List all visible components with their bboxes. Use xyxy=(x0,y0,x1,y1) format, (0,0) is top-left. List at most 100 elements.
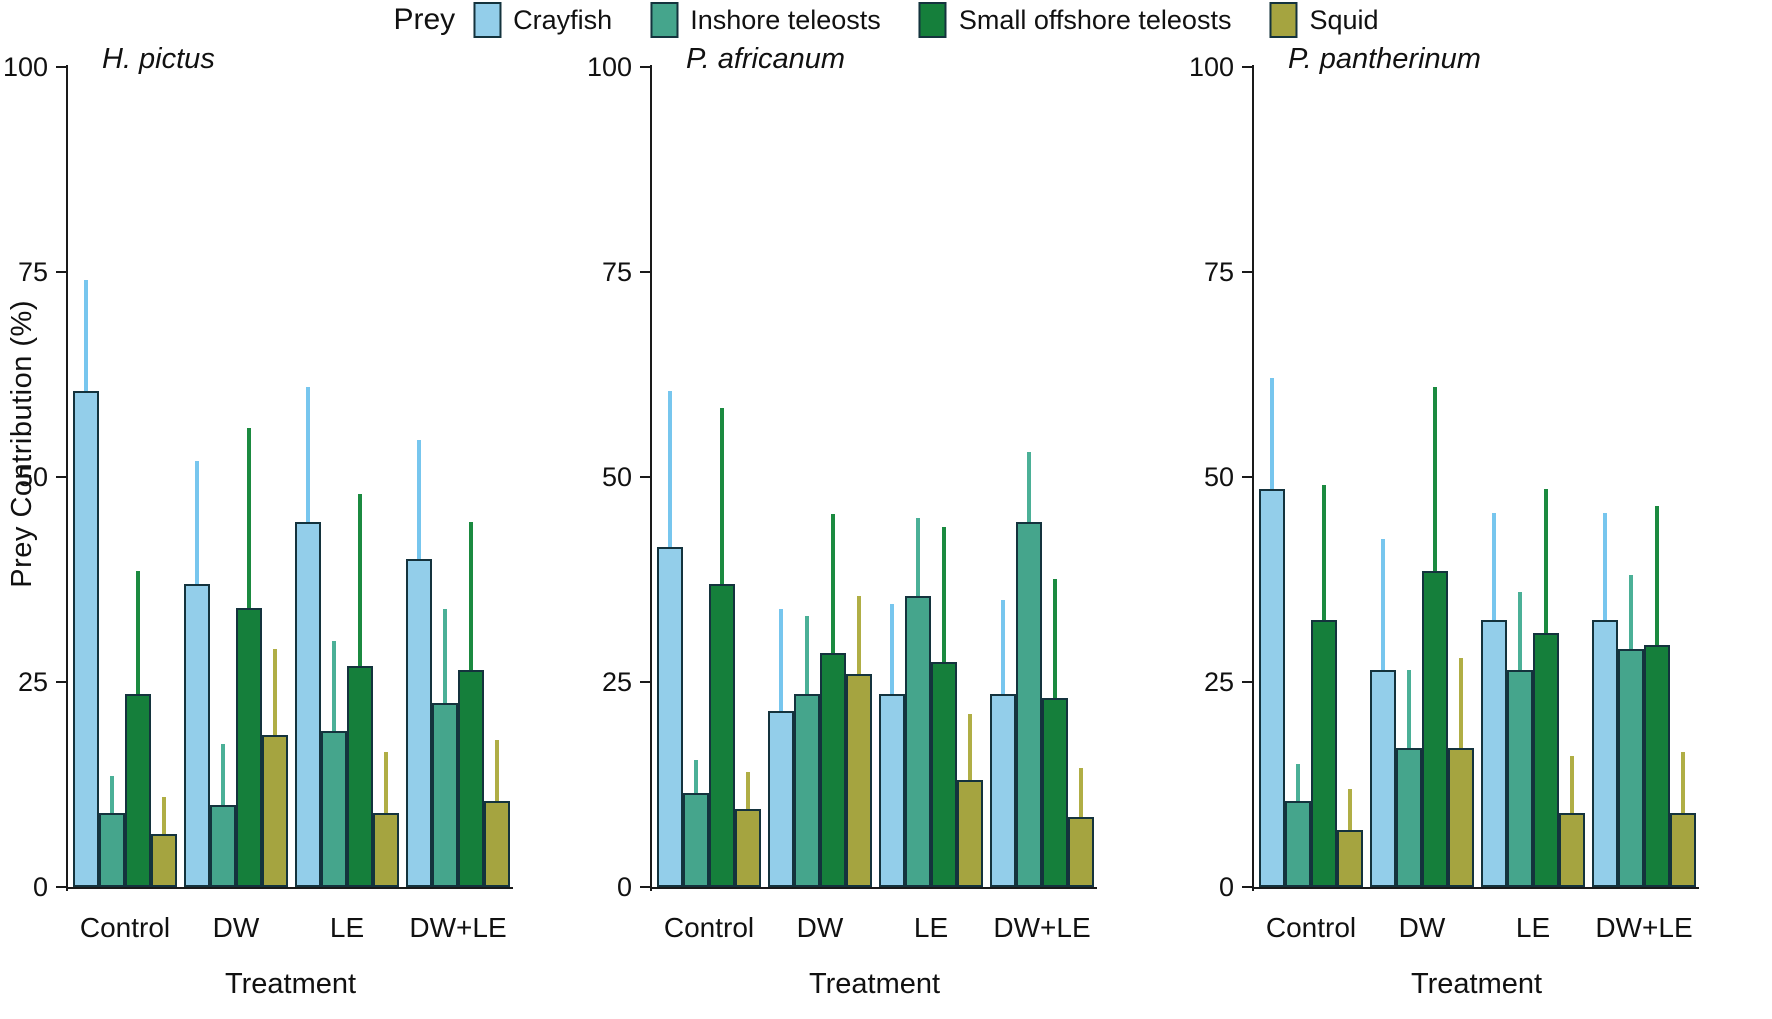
error-bar-squid-control xyxy=(162,797,166,837)
bar-squid-dw-le xyxy=(1670,813,1696,887)
y-tick-75 xyxy=(640,271,650,273)
error-bar-squid-le xyxy=(384,752,388,816)
error-bar-inshore-teleosts-dw-le xyxy=(1629,575,1633,652)
panel-title-h-pictus: H. pictus xyxy=(102,43,215,75)
x-axis-line xyxy=(66,887,513,889)
error-bar-inshore-teleosts-control xyxy=(110,776,114,816)
barwrap-small-offshore-teleosts-control xyxy=(125,67,151,887)
x-tick-label-le: LE xyxy=(329,912,365,943)
y-tick-label-25: 25 xyxy=(17,667,48,697)
y-tick-100 xyxy=(56,66,66,69)
bar-small-offshore-teleosts-dw xyxy=(236,608,262,887)
barwrap-crayfish-control xyxy=(73,67,99,887)
bar-crayfish-dw-le xyxy=(990,694,1016,887)
error-bar-crayfish-control xyxy=(1270,378,1274,492)
error-bar-crayfish-le xyxy=(890,604,894,697)
error-bar-small-offshore-teleosts-dw xyxy=(831,514,835,656)
barwrap-small-offshore-teleosts-dw-le xyxy=(1042,67,1068,887)
barwrap-crayfish-dw xyxy=(768,67,794,887)
x-axis-title: Treatment xyxy=(224,968,357,1000)
error-bar-small-offshore-teleosts-dw-le xyxy=(1053,579,1057,701)
y-tick-75 xyxy=(1242,271,1252,273)
error-bar-small-offshore-teleosts-dw-le xyxy=(1655,506,1659,648)
cluster-le xyxy=(295,67,399,887)
error-bar-small-offshore-teleosts-control xyxy=(720,408,724,587)
bar-crayfish-le xyxy=(295,522,321,887)
barwrap-small-offshore-teleosts-dw xyxy=(1422,67,1448,887)
legend-item-inshore-teleosts: Inshore teleosts xyxy=(650,2,881,38)
cluster-le xyxy=(1481,67,1585,887)
bar-inshore-teleosts-dw-le xyxy=(1016,522,1042,887)
y-tick-100 xyxy=(1242,66,1252,69)
legend-label-squid: Squid xyxy=(1309,4,1379,35)
bar-small-offshore-teleosts-dw xyxy=(1422,571,1448,887)
legend: Prey Crayfish Inshore teleosts Small offsh… xyxy=(393,2,1379,38)
bar-squid-le xyxy=(1559,813,1585,887)
bar-squid-control xyxy=(1337,830,1363,887)
cluster-dw-le xyxy=(1592,67,1696,887)
barwrap-squid-control xyxy=(735,67,761,887)
bar-inshore-teleosts-le xyxy=(1507,670,1533,887)
error-bar-inshore-teleosts-dw xyxy=(805,616,809,697)
x-tick-label-dw-le: DW+LE xyxy=(993,912,1091,943)
barwrap-inshore-teleosts-dw xyxy=(1396,67,1422,887)
y-axis-title: Prey Contribution (%) xyxy=(6,300,38,588)
legend-swatch-crayfish xyxy=(473,2,502,38)
error-bar-small-offshore-teleosts-control xyxy=(1322,485,1326,623)
cluster-control xyxy=(73,67,177,887)
error-bar-crayfish-dw xyxy=(195,461,199,587)
bar-squid-le xyxy=(373,813,399,887)
error-bar-crayfish-dw-le xyxy=(1001,600,1005,697)
barwrap-small-offshore-teleosts-control xyxy=(709,67,735,887)
y-tick-label-50: 50 xyxy=(1203,462,1234,492)
y-tick-25 xyxy=(1242,681,1252,683)
error-bar-inshore-teleosts-dw xyxy=(1407,670,1411,751)
barwrap-inshore-teleosts-dw-le xyxy=(1016,67,1042,887)
error-bar-crayfish-le xyxy=(306,387,310,525)
x-tick-label-le: LE xyxy=(913,912,949,943)
y-tick-label-75: 75 xyxy=(601,257,632,287)
barwrap-inshore-teleosts-control xyxy=(683,67,709,887)
error-bar-small-offshore-teleosts-dw xyxy=(1433,387,1437,574)
barwrap-squid-control xyxy=(1337,67,1363,887)
x-tick-label-dw: DW xyxy=(796,912,844,943)
bar-small-offshore-teleosts-le xyxy=(931,662,957,887)
bar-inshore-teleosts-dw xyxy=(794,694,820,887)
barwrap-inshore-teleosts-le xyxy=(1507,67,1533,887)
barwrap-small-offshore-teleosts-dw xyxy=(820,67,846,887)
bar-small-offshore-teleosts-dw-le xyxy=(458,670,484,887)
legend-item-squid: Squid xyxy=(1269,2,1379,38)
y-axis-line xyxy=(1252,65,1254,891)
panel-title-p-pantherinum: P. pantherinum xyxy=(1288,43,1481,75)
y-axis-line xyxy=(650,65,652,891)
bar-inshore-teleosts-le xyxy=(321,731,347,887)
cluster-dw xyxy=(1370,67,1474,887)
bar-small-offshore-teleosts-control xyxy=(125,694,151,887)
x-tick-label-control: Control xyxy=(663,912,755,943)
bar-inshore-teleosts-control xyxy=(1285,801,1311,887)
cluster-control xyxy=(1259,67,1363,887)
y-tick-25 xyxy=(640,681,650,683)
bar-crayfish-control xyxy=(1259,489,1285,887)
bar-crayfish-dw-le xyxy=(1592,620,1618,887)
x-tick-label-le: LE xyxy=(1515,912,1551,943)
error-bar-crayfish-control xyxy=(84,280,88,394)
y-tick-0 xyxy=(56,886,66,888)
y-tick-label-0: 0 xyxy=(32,872,48,902)
legend-item-small-offshore-teleosts: Small offshore teleosts xyxy=(918,2,1231,38)
bar-inshore-teleosts-dw-le xyxy=(1618,649,1644,887)
bar-crayfish-dw xyxy=(1370,670,1396,887)
error-bar-squid-dw-le xyxy=(1079,768,1083,820)
y-tick-100 xyxy=(640,66,650,69)
y-tick-label-100: 100 xyxy=(1188,52,1234,82)
cluster-dw-le xyxy=(990,67,1094,887)
bar-inshore-teleosts-dw-le xyxy=(432,703,458,887)
error-bar-crayfish-dw xyxy=(779,609,783,714)
error-bar-crayfish-le xyxy=(1492,513,1496,623)
y-axis-line xyxy=(66,65,68,891)
barwrap-squid-dw-le xyxy=(484,67,510,887)
barwrap-squid-le xyxy=(1559,67,1585,887)
y-tick-label-100: 100 xyxy=(586,52,632,82)
x-axis-line xyxy=(650,887,1097,889)
barwrap-crayfish-le xyxy=(1481,67,1507,887)
